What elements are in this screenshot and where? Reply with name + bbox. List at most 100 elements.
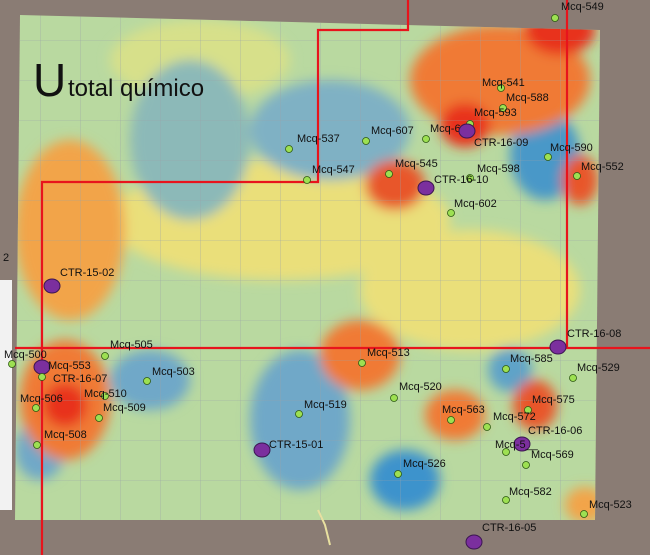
sample-point-mcq-572[interactable]: Mcq-572 [483, 411, 536, 431]
sample-point-label: CTR-16-08 [567, 328, 621, 340]
mcq-marker-icon [502, 365, 510, 373]
mcq-marker-icon [303, 176, 311, 184]
sample-point-ctr-16-10[interactable]: CTR-16-10 [417, 174, 488, 196]
sample-point-label: Mcq-5__ [495, 439, 539, 451]
mcq-marker-icon [95, 414, 103, 422]
sample-point-mcq-523[interactable]: Mcq-523 [580, 499, 632, 518]
sample-point-mcq-506[interactable]: Mcq-506 [20, 393, 63, 412]
sample-point-mcq-602[interactable]: Mcq-602 [447, 198, 497, 217]
sample-point-label: CTR-16-05 [482, 522, 536, 534]
sample-point-mcq-552[interactable]: Mcq-552 [573, 161, 624, 180]
sample-point-label: Mcq-569 [531, 449, 574, 461]
mcq-marker-icon [32, 404, 40, 412]
sample-point-mcq-503[interactable]: Mcq-503 [143, 366, 195, 385]
sample-point-mcq-541[interactable]: Mcq-541 [482, 77, 525, 92]
mcq-marker-icon [394, 470, 402, 478]
sample-point-mcq-590[interactable]: Mcq-590 [544, 142, 593, 161]
sample-point-mcq-505[interactable]: Mcq-505 [101, 339, 153, 360]
mcq-marker-icon [551, 14, 559, 22]
sample-point-mcq-553[interactable]: Mcq-553 [33, 359, 91, 375]
sample-point-label: Mcq-585 [510, 353, 553, 365]
sample-point-label: Mcq-588 [506, 92, 549, 104]
sample-point-mcq-545[interactable]: Mcq-545 [385, 158, 438, 178]
sample-point-ctr-16-09[interactable]: CTR-16-09 [458, 123, 528, 149]
sample-point-label: Mcq-505 [110, 339, 153, 351]
sample-point-label: CTR-16-07 [53, 373, 107, 385]
ctr-marker-icon [253, 442, 271, 458]
sample-point-mcq-537[interactable]: Mcq-537 [285, 133, 340, 153]
sample-point-mcq-598[interactable]: Mcq-598 [466, 163, 520, 182]
sample-point-label: Mcq-523 [589, 499, 632, 511]
mcq-marker-icon [33, 441, 41, 449]
sample-point-mcq-520[interactable]: Mcq-520 [390, 381, 442, 402]
sample-point-mcq-519[interactable]: Mcq-519 [295, 399, 347, 418]
sample-point-label: Mcq-506 [20, 393, 63, 405]
sample-point-mcq-563[interactable]: Mcq-563 [442, 404, 485, 424]
sample-point-label: Mcq-529 [577, 362, 620, 374]
sample-point-mcq-529[interactable]: Mcq-529 [569, 362, 620, 382]
sample-point-label: Mcq-509 [103, 402, 146, 414]
sample-point-mcq-526[interactable]: Mcq-526 [394, 458, 446, 478]
mcq-marker-icon [522, 461, 530, 469]
mcq-marker-icon [569, 374, 577, 382]
ctr-marker-icon [465, 534, 483, 550]
sample-point-mcq-513[interactable]: Mcq-513 [358, 347, 410, 367]
sample-point-mcq-547[interactable]: Mcq-547 [303, 164, 355, 184]
mcq-marker-icon [502, 496, 510, 504]
mcq-marker-icon [385, 170, 393, 178]
sample-point-mcq-588[interactable]: Mcq-588 [499, 92, 549, 112]
sample-point-mcq-582[interactable]: Mcq-582 [502, 486, 552, 504]
sample-point-label: CTR-16-06 [528, 425, 582, 437]
mcq-marker-icon [358, 359, 366, 367]
sample-point-ctr-16-05[interactable]: CTR-16-05 [465, 522, 536, 550]
map-title-rest: total químico [68, 75, 204, 102]
sample-point-label: Mcq-553 [48, 360, 91, 372]
mcq-marker-icon [101, 392, 109, 400]
sample-point-ctr-16-06[interactable]: CTR-16-06 [513, 425, 582, 452]
sample-point-label: Mcq-513 [367, 347, 410, 359]
sample-point-ctr-16-07[interactable]: CTR-16-07 [38, 373, 108, 385]
sample-point-mcq-508[interactable]: Mcq-508 [33, 429, 87, 449]
mcq-marker-icon [499, 104, 507, 112]
mcq-marker-icon [390, 394, 398, 402]
sample-point-ctr-15-02[interactable]: CTR-15-02 [43, 267, 114, 294]
sample-point-ctr-16-08[interactable]: CTR-16-08 [549, 328, 621, 355]
sample-point-mcq-509[interactable]: Mcq-509 [95, 402, 146, 422]
sample-point-label: Mcq-510 [84, 388, 127, 400]
sample-point-mcq-585[interactable]: Mcq-585 [502, 353, 553, 373]
mcq-marker-icon [544, 153, 552, 161]
sample-point-mcq-569[interactable]: Mcq-569 [522, 449, 574, 469]
sample-point-label: Mcq-520 [399, 381, 442, 393]
sample-point-mcq-575[interactable]: Mcq-575 [524, 394, 575, 414]
sample-point-label: Mcq-552 [581, 161, 624, 173]
mcq-marker-icon [447, 209, 455, 217]
mcq-marker-icon [502, 448, 510, 456]
sample-point-label: Mcq-582 [509, 486, 552, 498]
terrain-patch-left [0, 280, 12, 510]
sample-point-label: Mcq-541 [482, 77, 525, 89]
concession-boundaries [15, 0, 650, 555]
sample-point-ctr-15-01[interactable]: CTR-15-01 [253, 439, 323, 458]
sample-point-label: Mcq-563 [442, 404, 485, 416]
ctr-marker-icon [513, 436, 531, 452]
ctr-marker-icon [43, 278, 61, 294]
sample-point-label: Mcq-545 [395, 158, 438, 170]
ctr-marker-icon [549, 339, 567, 355]
mcq-marker-icon [447, 416, 455, 424]
sample-point-label: Mcq-575 [532, 394, 575, 406]
ctr-marker-icon [458, 123, 476, 139]
sample-point-mcq-510[interactable]: Mcq-510 [84, 388, 127, 400]
sample-point-label: Mcq-503 [152, 366, 195, 378]
mcq-marker-icon [285, 145, 293, 153]
sample-point-mcq-5[interactable]: Mcq-5__ [495, 439, 539, 456]
sample-point-label: Mcq-593 [474, 107, 517, 119]
sample-point-mcq-549[interactable]: Mcq-549 [551, 1, 604, 22]
sample-point-mcq-607[interactable]: Mcq-607 [362, 125, 414, 145]
sample-point-label: Mcq-590 [550, 142, 593, 154]
mcq-marker-icon [143, 377, 151, 385]
sample-points: Mcq-549Mcq-541Mcq-588Mcq-593Mcq-603Mcq-6… [4, 1, 632, 550]
sample-point-mcq-500[interactable]: Mcq-500 [4, 349, 47, 368]
mcq-marker-icon [466, 174, 474, 182]
